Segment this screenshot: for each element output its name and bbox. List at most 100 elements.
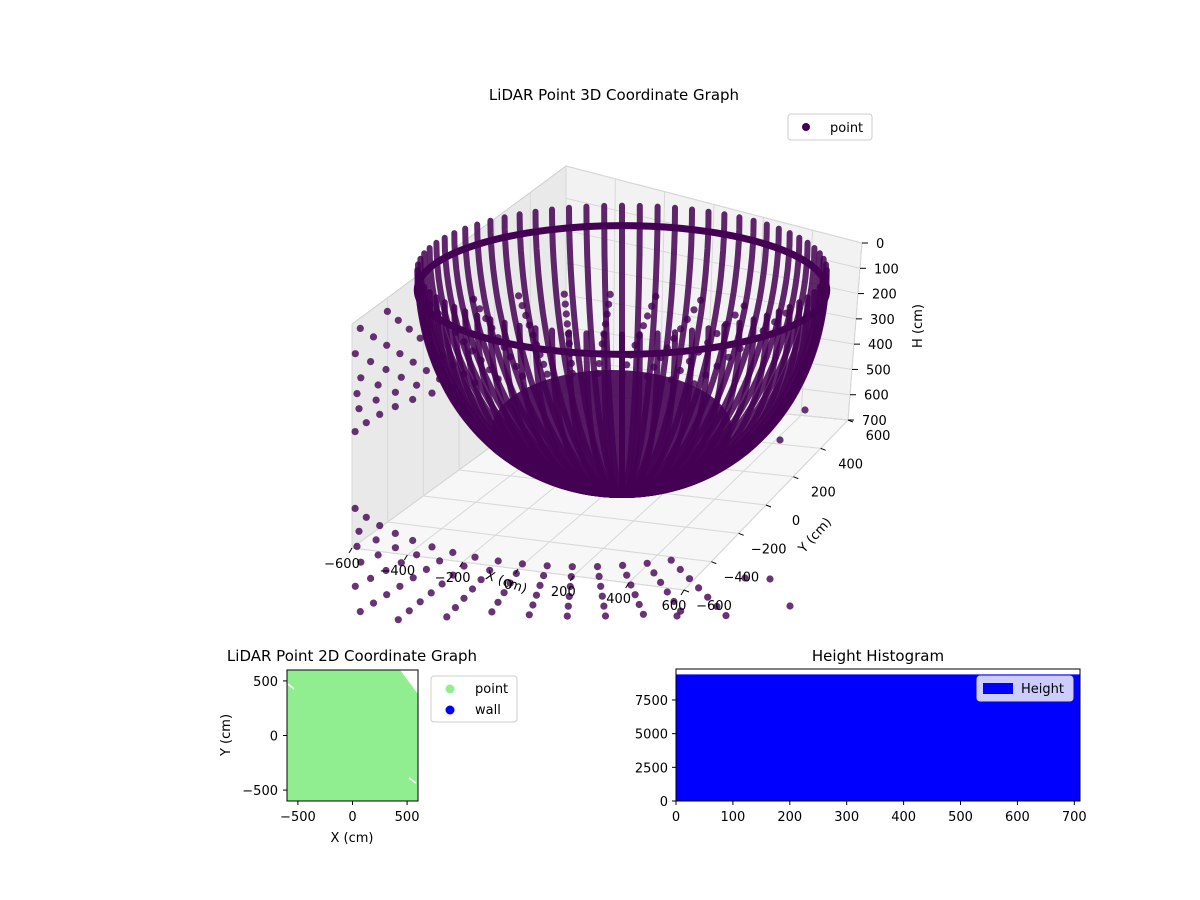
scatter-point — [494, 557, 502, 565]
y-tick-3d: 400 — [838, 457, 863, 472]
x-tick-2d: −500 — [280, 810, 316, 825]
scatter-point — [391, 403, 399, 411]
scatter-point — [416, 334, 424, 342]
scatter-point — [396, 582, 404, 590]
scatter-point — [357, 374, 365, 382]
scatter-point — [667, 556, 675, 564]
scatter-point — [598, 340, 606, 348]
scatter-point — [427, 343, 435, 351]
scatter-point — [356, 608, 364, 616]
scatter-point — [443, 319, 451, 327]
x-tick-histogram: 500 — [948, 810, 973, 825]
scatter-point — [477, 356, 485, 364]
dome-core — [492, 370, 732, 490]
scatter-point — [771, 318, 779, 326]
scatter-point — [782, 309, 790, 317]
legend-label-wall-2d: wall — [475, 703, 501, 718]
chart-3d: LiDAR Point 3D Coordinate Graph −600 −400… — [324, 86, 926, 624]
scatter-point — [460, 370, 468, 378]
scatter-point — [428, 543, 436, 551]
scatter-point — [488, 324, 496, 332]
x-tick-2d: 500 — [395, 810, 420, 825]
scatter-point — [595, 360, 603, 368]
scatter-point — [567, 573, 575, 581]
y-axis-label-2d: Y (cm) — [219, 714, 234, 757]
scatter-point — [650, 569, 658, 577]
legend-label-height: Height — [1021, 682, 1064, 697]
scatter-point — [603, 310, 611, 318]
legend-marker-point-2d — [445, 684, 455, 694]
legend-label-point-3d: point — [830, 121, 863, 136]
scatter-point — [543, 562, 551, 570]
scatter-point — [722, 612, 730, 620]
scatter-point — [564, 602, 572, 610]
scatter-point — [351, 582, 359, 590]
scatter-point — [426, 300, 434, 309]
scatter-point — [372, 396, 380, 404]
scatter-point — [351, 428, 359, 436]
scatter-point — [736, 344, 744, 353]
scatter-point — [543, 370, 551, 378]
scatter-point — [562, 310, 570, 318]
scatter-point — [451, 328, 459, 336]
scatter-point — [460, 338, 468, 346]
scatter-point — [597, 582, 605, 590]
scatter-point — [529, 601, 537, 609]
empty-corner-2d — [400, 670, 418, 694]
y-ticks-2d: −500 0 500 — [242, 675, 287, 799]
scatter-point — [667, 376, 675, 384]
x-ticks-3d: −600 −400 −200 0 200 400 600 — [324, 547, 686, 614]
scatter-point — [759, 327, 767, 335]
scatter-point — [512, 569, 520, 578]
scatter-point — [567, 359, 575, 367]
scatter-point — [600, 602, 608, 610]
scatter-point — [405, 325, 413, 333]
scatter-point — [422, 565, 430, 574]
scatter-point — [397, 373, 405, 381]
scatter-point — [383, 341, 391, 349]
x-tick-2d: 0 — [348, 810, 356, 825]
scatter-point — [697, 296, 705, 304]
scatter-point — [434, 310, 442, 318]
chart-2d: LiDAR Point 2D Coordinate Graph −500 0 500… — [219, 647, 518, 846]
scatter-point — [396, 350, 404, 358]
scatter-point — [639, 610, 648, 618]
scatter-point — [468, 585, 477, 593]
scatter-point — [676, 565, 684, 574]
x-tick-histogram: 200 — [777, 810, 802, 825]
scatter-point — [362, 513, 370, 521]
scatter-point — [369, 599, 378, 607]
legend-2d: point wall — [430, 675, 518, 723]
scatter-point — [673, 612, 681, 620]
scatter-point — [476, 305, 484, 313]
scatter-point — [643, 312, 652, 320]
scatter-point — [704, 593, 712, 601]
scatter-point — [532, 341, 541, 349]
scatter-point — [413, 551, 421, 559]
scatter-point — [722, 320, 730, 328]
z-tick-3d: 500 — [866, 363, 891, 378]
scatter-point — [713, 362, 721, 370]
scatter-point — [565, 340, 573, 348]
scatter-point — [600, 330, 608, 338]
scatter-point — [470, 295, 478, 303]
scan-line — [619, 261, 829, 498]
scatter-point — [518, 560, 527, 568]
scatter-point — [449, 571, 457, 579]
scatter-point — [702, 371, 710, 379]
scatter-point — [405, 607, 413, 615]
y-tick-histogram: 5000 — [635, 728, 668, 743]
chart-2d-title: LiDAR Point 2D Coordinate Graph — [227, 647, 477, 665]
scatter-point — [657, 578, 665, 587]
scatter-point — [382, 365, 390, 374]
scatter-point — [643, 559, 651, 567]
scatter-point — [606, 290, 614, 298]
scatter-point — [540, 572, 548, 580]
legend-3d: point — [787, 113, 873, 141]
y-tick-histogram: 7500 — [635, 694, 668, 709]
scatter-point — [351, 504, 359, 512]
plot-frame-histogram — [675, 668, 1081, 802]
x-axis-label-2d: X (cm) — [331, 831, 374, 846]
